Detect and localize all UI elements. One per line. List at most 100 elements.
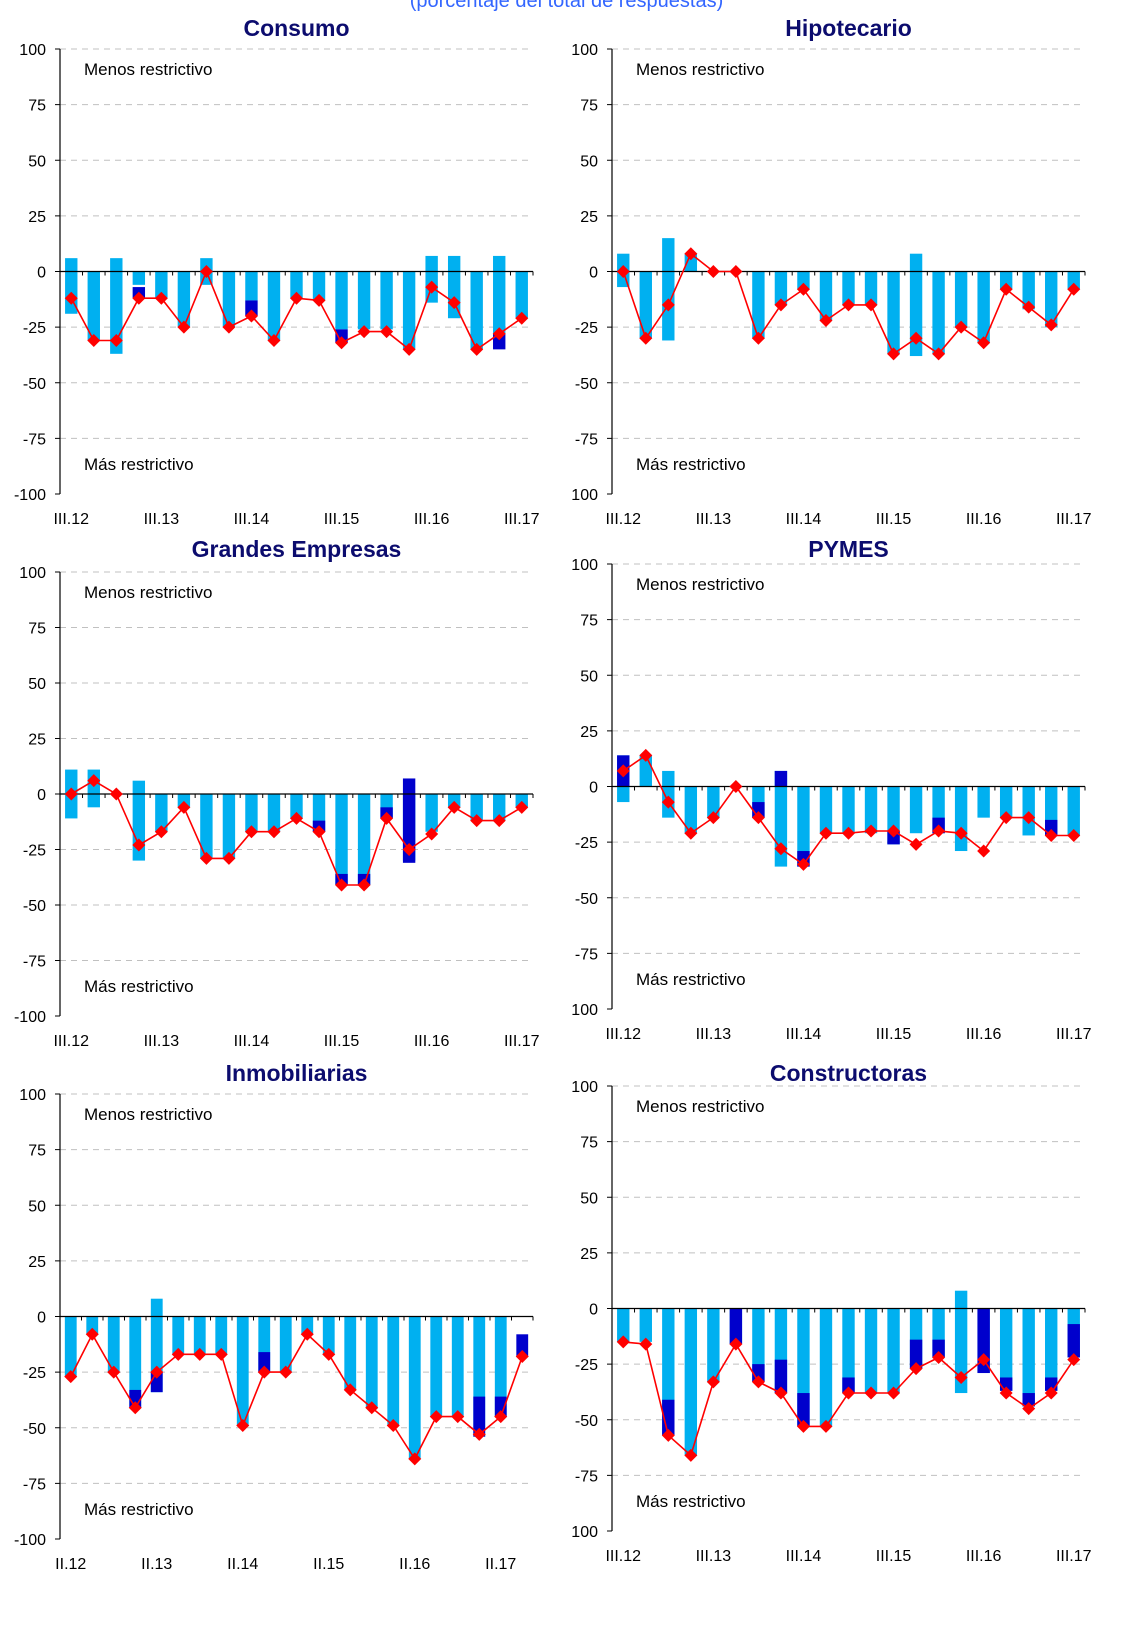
annotation-less-restrictive: Menos restrictivo (84, 583, 212, 602)
annotation-more-restrictive: Más restrictivo (84, 1500, 194, 1519)
series-point (954, 826, 968, 840)
bar-light (402, 271, 416, 350)
bar-light (132, 271, 146, 285)
bar-light (222, 794, 236, 859)
y-tick-label: -25 (23, 843, 46, 860)
bar-dark (842, 1377, 855, 1394)
y-tick-label: -25 (23, 1365, 46, 1382)
series-point (999, 811, 1013, 825)
bar-light (909, 253, 923, 357)
annotation-less-restrictive: Menos restrictivo (636, 1097, 764, 1116)
bar-light (752, 1308, 765, 1382)
x-tick-label: III.17 (504, 1033, 540, 1050)
series-point (87, 774, 101, 788)
bar-dark (516, 1334, 529, 1357)
bar-dark (729, 1308, 743, 1345)
y-tick-label: -75 (23, 1476, 46, 1493)
series-point (312, 825, 326, 839)
series-point (977, 1353, 991, 1367)
bar-light (864, 271, 878, 305)
series-point (290, 291, 303, 305)
bar-light (357, 794, 371, 886)
series-point (515, 800, 529, 814)
series-point (774, 1386, 788, 1400)
bar-light (1022, 786, 1035, 836)
bar-light (301, 1316, 314, 1335)
x-tick-label: III.12 (53, 511, 89, 528)
series-point (267, 825, 281, 839)
y-tick-label: 25 (580, 209, 598, 226)
bar-light (236, 1316, 249, 1426)
bar-light (819, 1308, 833, 1427)
y-tick-label: -25 (23, 320, 46, 337)
y-tick-label: 0 (589, 780, 598, 797)
y-tick-label: 0 (37, 265, 46, 282)
bar-light (954, 1290, 968, 1394)
bar-dark (797, 1393, 810, 1427)
series-point (380, 325, 394, 339)
figure-subtitle: (porcentaje del total de respuestas) (409, 0, 724, 12)
bar-light (245, 271, 258, 301)
series-point (706, 811, 720, 825)
series-point (729, 1337, 743, 1351)
bar-light (977, 786, 990, 818)
series-point (429, 1410, 443, 1424)
x-tick-label: III.14 (786, 1026, 822, 1043)
bar-light (279, 1316, 292, 1373)
series-point (932, 347, 946, 361)
x-tick-label: II.15 (313, 1556, 344, 1573)
annotation-more-restrictive: Más restrictivo (636, 970, 746, 989)
series-point (408, 1452, 422, 1466)
x-tick-label: III.17 (1056, 1548, 1092, 1565)
bar-light (493, 794, 506, 821)
x-tick-label: III.15 (324, 511, 360, 528)
bar-light (515, 271, 528, 319)
y-tick-label: 100 (19, 565, 46, 582)
series-point (684, 247, 698, 261)
series-point (864, 1386, 878, 1400)
y-tick-label: 25 (28, 732, 46, 749)
series-point (706, 265, 720, 278)
series-point (492, 814, 506, 828)
bar-light (932, 271, 945, 354)
y-tick-label: 25 (28, 209, 46, 226)
series-point (236, 1419, 250, 1433)
series-line (70, 1332, 524, 1461)
bar-light (110, 258, 123, 354)
x-tick-label: III.13 (696, 1026, 732, 1043)
series-point (661, 298, 675, 312)
y-tick-label: 50 (580, 153, 598, 170)
y-tick-label: -75 (575, 1468, 598, 1485)
series-point (109, 333, 123, 347)
x-tick-label: III.14 (786, 511, 822, 528)
y-tick-label: 50 (28, 1198, 46, 1215)
series-point (684, 826, 698, 840)
y-tick-label: 100 (571, 1079, 598, 1096)
series-point (909, 1362, 923, 1376)
series-point (357, 878, 371, 892)
bar-light (707, 1308, 720, 1382)
series-point (425, 827, 439, 841)
x-tick-label: III.16 (414, 1033, 450, 1050)
bar-light (222, 271, 236, 328)
bar-light (707, 786, 720, 818)
x-tick-label: III.12 (53, 1033, 89, 1050)
series-point (109, 787, 123, 801)
series-point (154, 825, 168, 839)
x-tick-label: II.14 (227, 1556, 258, 1573)
y-tick-label: 100 (571, 42, 598, 59)
bar-light (87, 271, 100, 341)
x-tick-label: III.16 (966, 1026, 1002, 1043)
bar-light (864, 1308, 878, 1394)
series-point (729, 265, 743, 278)
series-point (222, 851, 236, 865)
y-tick-label: -50 (23, 376, 46, 393)
series-point (909, 837, 923, 851)
series-point (64, 291, 78, 305)
y-tick-label: -100 (14, 487, 46, 504)
series-point (932, 824, 946, 838)
y-tick-label: -100 (14, 1532, 46, 1549)
series-point (1022, 300, 1036, 314)
series-point (472, 1427, 486, 1441)
